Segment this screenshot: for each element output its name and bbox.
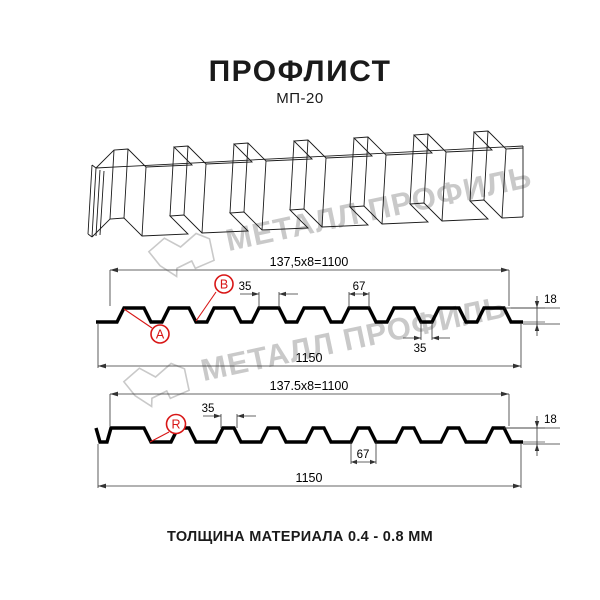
section-bottom-profile: [94, 426, 523, 444]
dim-18-label: 18: [544, 294, 557, 306]
material-thickness-note: ТОЛЩИНА МАТЕРИАЛА 0.4 - 0.8 ММ: [167, 529, 433, 545]
balloon-a[interactable]: A: [123, 308, 170, 344]
page-title: ПРОФЛИСТ: [208, 55, 392, 88]
dim-1150-arrow-right: [513, 363, 521, 369]
dim-67-label: 67: [353, 281, 366, 293]
dim-35b-arrow-left: [414, 335, 421, 341]
dim-1100-arrow-left: [110, 267, 118, 273]
dim2-35-arrow-left: [214, 413, 221, 419]
balloon-r[interactable]: R: [149, 413, 187, 443]
dim-67-arrow-right: [363, 291, 369, 297]
iso-rib-edges: [91, 130, 524, 238]
dim2-1150-label: 1150: [296, 471, 323, 485]
dim-35a-arrow-left: [252, 291, 259, 297]
balloon-r-label: R: [171, 418, 180, 432]
balloon-a-circle: [150, 324, 170, 344]
dim-35b-label: 35: [414, 343, 427, 355]
dim2-67-arrow-right: [370, 459, 376, 465]
dim-35a-arrow-right: [279, 291, 286, 297]
dim2-1150-arrow-right: [513, 483, 521, 489]
dim-67-arrow-left: [349, 291, 355, 297]
balloon-b-circle: [214, 274, 234, 294]
balloon-b[interactable]: B: [195, 274, 234, 322]
dim2-18-arrow-top: [534, 421, 540, 428]
dim2-1150-arrow-left: [98, 483, 106, 489]
dim2-1100-arrow-left: [110, 391, 118, 397]
dim-1150-label: 1150: [296, 351, 323, 365]
balloon-a-leader: [123, 308, 153, 329]
dim2-67-label: 67: [357, 449, 370, 461]
watermark-logo-icon: [147, 232, 215, 278]
dim-1100-arrow-right: [501, 267, 509, 273]
dim2-35-arrow-right: [237, 413, 244, 419]
dim-18-arrow-bottom: [534, 324, 540, 331]
dim2-35-label: 35: [202, 403, 215, 415]
iso-left-edge-hatch: [87, 164, 105, 238]
dim-35b-arrow-right: [432, 335, 439, 341]
dim2-18-label: 18: [544, 414, 557, 426]
watermark-logo-icon: [122, 362, 190, 408]
dim-1100-label: 137,5x8=1100: [270, 255, 349, 269]
balloon-a-label: A: [156, 328, 165, 342]
balloon-r-circle: [165, 413, 187, 435]
dim2-1100-label: 137.5x8=1100: [270, 379, 349, 393]
balloon-b-leader: [195, 291, 217, 322]
dim2-18-arrow-bottom: [534, 444, 540, 451]
balloon-b-label: B: [220, 278, 228, 292]
section-top-profile: [96, 306, 523, 324]
dim-35a-label: 35: [239, 281, 252, 293]
page-subtitle: МП-20: [276, 90, 324, 107]
balloon-r-leader: [149, 431, 170, 443]
dim-1150-arrow-left: [98, 363, 106, 369]
dim2-67-arrow-left: [351, 459, 357, 465]
dim-18-arrow-top: [534, 301, 540, 308]
dim2-1100-arrow-right: [501, 391, 509, 397]
